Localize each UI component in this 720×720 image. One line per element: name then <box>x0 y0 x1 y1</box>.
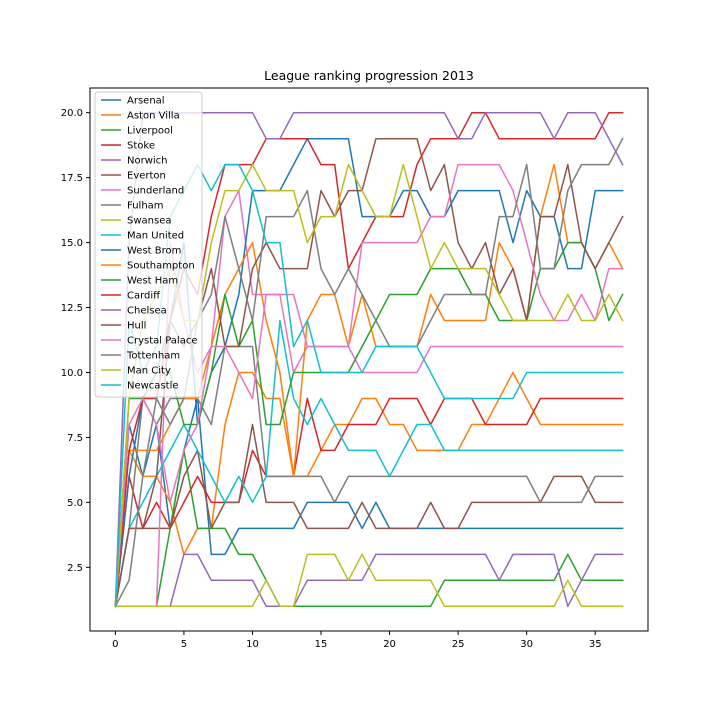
series-line-5 <box>114 423 624 608</box>
x-tick-label: 25 <box>452 639 465 650</box>
y-tick-label: 10.0 <box>61 368 83 379</box>
legend-label: Southampton <box>127 261 195 272</box>
x-tick-label: 0 <box>112 639 118 650</box>
x-tick-label: 15 <box>315 639 328 650</box>
legend-label: Fulham <box>127 201 164 212</box>
y-tick-label: 2.5 <box>67 563 83 574</box>
legend-label: Sunderland <box>127 186 184 197</box>
legend-box <box>94 91 203 398</box>
x-tick-label: 20 <box>383 639 396 650</box>
plot-frame <box>89 87 649 632</box>
legend-label: Liverpool <box>127 126 173 137</box>
legend-label: Man United <box>127 231 184 242</box>
y-tick-label: 5.0 <box>67 498 83 509</box>
series-line-9 <box>114 319 624 608</box>
legend: Arsenal Aston Villa Liverpool Stoke Norwich E… <box>94 91 203 398</box>
series-line-7 <box>114 345 624 608</box>
legend-label: West Ham <box>127 276 178 287</box>
legend-label: West Brom <box>127 246 181 257</box>
legend-label: Stoke <box>127 141 155 152</box>
x-tick-label: 30 <box>520 639 533 650</box>
legend-label: Man City <box>127 366 171 377</box>
y-axis: 2.5 5.0 7.5 10.0 12.5 15.0 17.5 20.0 <box>61 108 90 574</box>
legend-label: Tottenham <box>126 351 180 362</box>
series-line-3 <box>114 397 624 608</box>
y-tick-label: 20.0 <box>61 108 83 119</box>
legend-label: Norwich <box>127 156 168 167</box>
series-line-8 <box>114 553 624 608</box>
legend-label: Aston Villa <box>127 111 180 122</box>
x-tick-label: 10 <box>246 639 259 650</box>
chart-title: League ranking progression 2013 <box>264 68 474 83</box>
y-tick-label: 15.0 <box>61 238 83 249</box>
legend-label: Newcastle <box>127 381 179 392</box>
series-layer <box>114 111 624 608</box>
legend-label: Cardiff <box>127 291 161 302</box>
x-tick-label: 35 <box>589 639 602 650</box>
x-tick-label: 5 <box>181 639 187 650</box>
y-tick-label: 17.5 <box>61 173 83 184</box>
legend-label: Chelsea <box>127 306 167 317</box>
legend-label: Crystal Palace <box>127 336 198 347</box>
legend-label: Hull <box>127 321 146 332</box>
y-tick-label: 12.5 <box>61 303 83 314</box>
legend-label: Everton <box>127 171 166 182</box>
series-line-2 <box>114 449 624 608</box>
series-line-16 <box>114 163 624 608</box>
y-tick-label: 7.5 <box>67 433 83 444</box>
legend-label: Swansea <box>127 216 171 227</box>
x-axis: 0 5 10 15 20 25 30 35 <box>112 631 602 650</box>
legend-label: Arsenal <box>127 96 165 107</box>
